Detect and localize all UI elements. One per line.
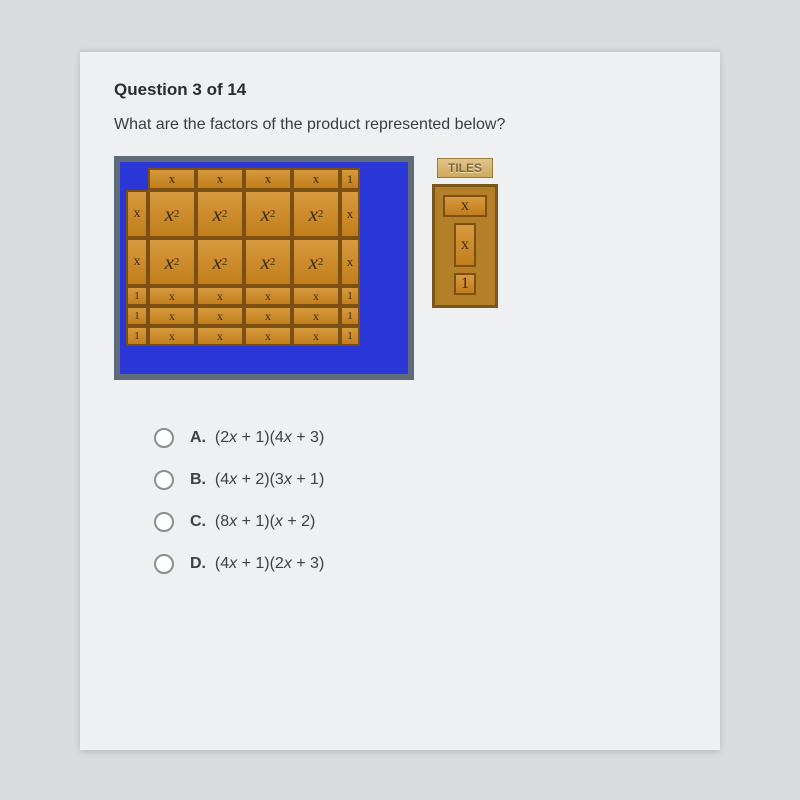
option-letter: B. [190,471,206,488]
option-expr: (2x + 1)(4x + 3) [215,429,324,446]
question-card: Question 3 of 14 What are the factors of… [80,50,720,750]
option-expr: (8x + 1)(x + 2) [215,513,316,530]
low-row: 1 x x x x 1 [126,326,402,346]
x-tile: x [292,286,340,306]
x-tile: x [196,326,244,346]
x2-tile: x2 [196,190,244,238]
x2-tile: x2 [244,238,292,286]
left-1-tile: 1 [126,286,148,306]
option-expr: (4x + 1)(2x + 3) [215,555,324,572]
body-row: x x2 x2 x2 x2 x [126,190,402,238]
x-tile: x [148,286,196,306]
x-tile-vertical: x [340,238,360,286]
left-1-tile: 1 [126,326,148,346]
question-number: Question 3 of 14 [114,80,686,100]
corner-gap [126,168,148,190]
x2-tile: x2 [244,190,292,238]
x-tile: x [148,326,196,346]
x2-tile: x2 [148,190,196,238]
unit-tile: 1 [340,306,360,326]
radio-icon [154,554,174,574]
x-tile: x [196,286,244,306]
x-tile: x [292,306,340,326]
option-d[interactable]: D. (4x + 1)(2x + 3) [154,554,686,574]
x-tile: x [292,326,340,346]
answer-options: A. (2x + 1)(4x + 3) B. (4x + 2)(3x + 1) … [114,428,686,574]
x2-tile: x2 [292,238,340,286]
left-x-tile: x [126,238,148,286]
palette-x-tile[interactable]: x [443,195,487,217]
x-tile: x [148,306,196,326]
option-c[interactable]: C. (8x + 1)(x + 2) [154,512,686,532]
left-x-tile: x [126,190,148,238]
x-tile: x [244,306,292,326]
unit-tile: 1 [340,326,360,346]
left-1-tile: 1 [126,306,148,326]
option-text: A. (2x + 1)(4x + 3) [190,429,324,447]
x2-tile: x2 [292,190,340,238]
x2-tile: x2 [148,238,196,286]
top-header-row: x x x x 1 [126,168,402,190]
question-prompt: What are the factors of the product repr… [114,116,686,134]
palette-label: TILES [437,158,493,178]
option-text: C. (8x + 1)(x + 2) [190,513,315,531]
tile-board: x x x x 1 x x2 x2 x2 x2 x x x2 x2 x2 x [114,156,414,380]
option-b[interactable]: B. (4x + 2)(3x + 1) [154,470,686,490]
x2-tile: x2 [196,238,244,286]
low-row: 1 x x x x 1 [126,306,402,326]
header-1-tile: 1 [340,168,360,190]
palette-x-tile-vertical[interactable]: x [454,223,476,267]
option-a[interactable]: A. (2x + 1)(4x + 3) [154,428,686,448]
tile-palette: TILES x x 1 [432,156,498,380]
x-tile: x [244,326,292,346]
x-tile: x [244,286,292,306]
figure: x x x x 1 x x2 x2 x2 x2 x x x2 x2 x2 x [114,156,686,380]
body-row: x x2 x2 x2 x2 x [126,238,402,286]
option-text: B. (4x + 2)(3x + 1) [190,471,324,489]
palette-1-tile[interactable]: 1 [454,273,476,295]
option-expr: (4x + 2)(3x + 1) [215,471,324,488]
radio-icon [154,512,174,532]
unit-tile: 1 [340,286,360,306]
header-x-tile: x [148,168,196,190]
x-tile-vertical: x [340,190,360,238]
header-x-tile: x [196,168,244,190]
header-x-tile: x [244,168,292,190]
radio-icon [154,470,174,490]
option-letter: A. [190,429,206,446]
palette-frame: x x 1 [432,184,498,308]
header-x-tile: x [292,168,340,190]
option-text: D. (4x + 1)(2x + 3) [190,555,324,573]
low-row: 1 x x x x 1 [126,286,402,306]
option-letter: D. [190,555,206,572]
radio-icon [154,428,174,448]
x-tile: x [196,306,244,326]
option-letter: C. [190,513,206,530]
